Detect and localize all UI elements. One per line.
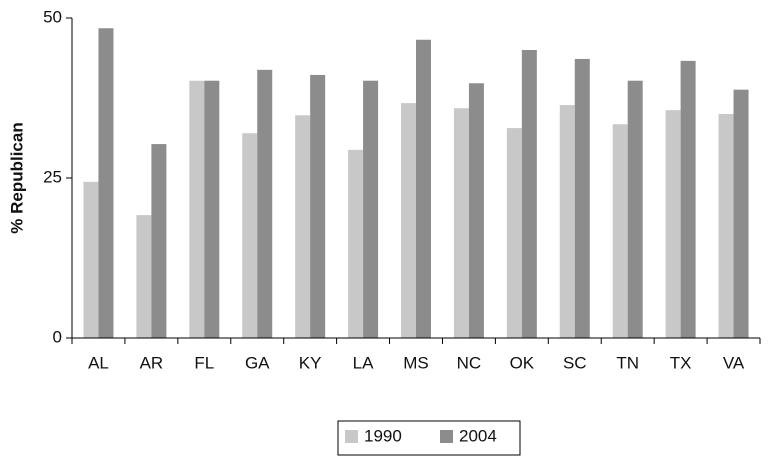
x-tick-label: AL bbox=[88, 353, 109, 372]
bar bbox=[189, 80, 205, 338]
x-tick-label: MS bbox=[403, 353, 429, 372]
bar bbox=[506, 128, 522, 338]
bar bbox=[574, 58, 590, 339]
legend-box bbox=[337, 420, 521, 456]
x-tick-label: FL bbox=[194, 353, 214, 372]
bar bbox=[348, 149, 364, 338]
bar bbox=[98, 28, 114, 339]
bar bbox=[310, 74, 326, 339]
bar bbox=[468, 83, 484, 338]
x-tick-label: SC bbox=[563, 353, 587, 372]
bar bbox=[83, 181, 99, 338]
x-tick-label: LA bbox=[353, 353, 374, 372]
x-tick-label: OK bbox=[510, 353, 535, 372]
y-tick-label: 50 bbox=[43, 7, 62, 26]
legend-label: 1990 bbox=[364, 426, 402, 445]
bar bbox=[627, 80, 643, 338]
bar bbox=[612, 124, 628, 339]
legend-swatch bbox=[345, 430, 358, 443]
x-tick-label: GA bbox=[245, 353, 270, 372]
bar bbox=[416, 39, 431, 338]
bar bbox=[718, 114, 734, 338]
x-tick-label: TX bbox=[670, 353, 692, 372]
bar bbox=[257, 69, 273, 338]
y-tick-label: 25 bbox=[43, 167, 62, 186]
bar bbox=[242, 133, 258, 338]
bar bbox=[665, 110, 681, 338]
y-axis-label: % Republican bbox=[7, 122, 26, 233]
bar bbox=[521, 50, 537, 338]
legend-swatch bbox=[440, 430, 453, 443]
y-tick-label: 0 bbox=[53, 327, 62, 346]
bar bbox=[453, 108, 469, 339]
legend-label: 2004 bbox=[459, 426, 497, 445]
x-tick-label: AR bbox=[140, 353, 164, 372]
bar bbox=[733, 89, 749, 339]
x-tick-label: TN bbox=[616, 353, 639, 372]
bar bbox=[136, 215, 152, 338]
bar bbox=[401, 103, 416, 339]
bar bbox=[151, 144, 167, 338]
bar bbox=[204, 80, 220, 338]
bar bbox=[363, 80, 379, 338]
x-tick-label: NC bbox=[457, 353, 482, 372]
x-tick-label: KY bbox=[299, 353, 322, 372]
bar bbox=[559, 105, 575, 338]
bar bbox=[680, 60, 696, 338]
bar bbox=[295, 115, 311, 338]
x-tick-label: VA bbox=[723, 353, 745, 372]
